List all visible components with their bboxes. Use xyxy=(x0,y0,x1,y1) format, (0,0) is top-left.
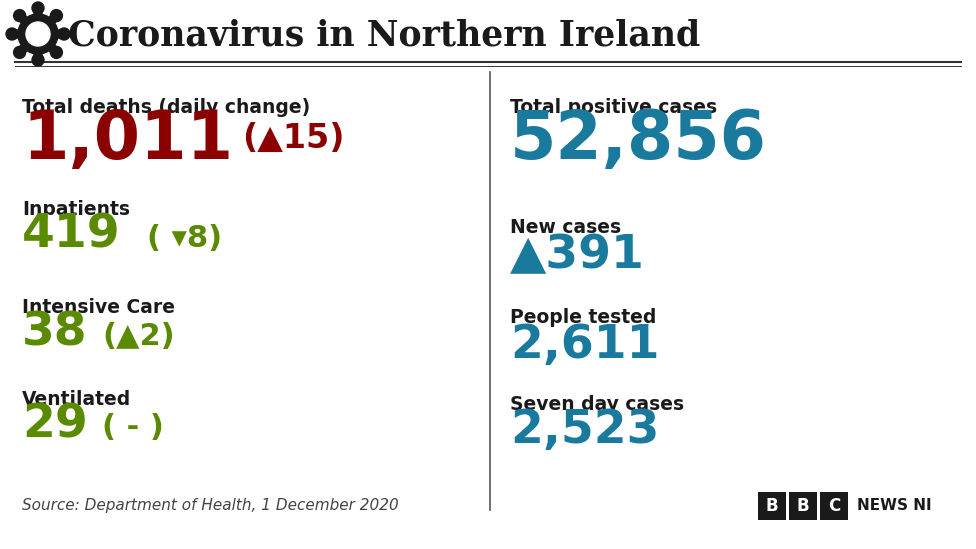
Text: 29: 29 xyxy=(22,403,88,448)
Circle shape xyxy=(34,9,42,17)
Circle shape xyxy=(20,15,27,23)
Circle shape xyxy=(20,45,27,53)
Text: Total deaths (daily change): Total deaths (daily change) xyxy=(22,98,310,117)
Text: People tested: People tested xyxy=(510,308,657,327)
Text: ▲391: ▲391 xyxy=(510,233,645,278)
Text: 419: 419 xyxy=(22,213,121,258)
Text: C: C xyxy=(828,497,840,515)
Text: Source: Department of Health, 1 December 2020: Source: Department of Health, 1 December… xyxy=(22,498,399,513)
Text: Inpatients: Inpatients xyxy=(22,200,130,219)
Circle shape xyxy=(14,46,25,58)
Circle shape xyxy=(13,30,21,38)
Text: (▲15): (▲15) xyxy=(242,122,345,155)
Circle shape xyxy=(14,10,25,21)
Circle shape xyxy=(26,22,50,46)
Text: Ventilated: Ventilated xyxy=(22,390,131,409)
Text: 52,856: 52,856 xyxy=(510,107,767,173)
Text: ( - ): ( - ) xyxy=(102,413,164,442)
Text: Intensive Care: Intensive Care xyxy=(22,298,175,317)
Circle shape xyxy=(18,14,58,54)
FancyBboxPatch shape xyxy=(820,492,848,520)
Circle shape xyxy=(58,28,70,40)
Text: 38: 38 xyxy=(22,311,88,356)
FancyBboxPatch shape xyxy=(789,492,817,520)
Circle shape xyxy=(32,54,44,66)
Circle shape xyxy=(55,30,63,38)
Text: 2,611: 2,611 xyxy=(510,323,660,368)
Circle shape xyxy=(34,51,42,59)
Text: Coronavirus in Northern Ireland: Coronavirus in Northern Ireland xyxy=(68,18,701,52)
Text: B: B xyxy=(766,497,778,515)
Text: ( ▾8): ( ▾8) xyxy=(147,224,223,253)
Text: B: B xyxy=(796,497,809,515)
Text: Seven day cases: Seven day cases xyxy=(510,395,684,414)
Text: New cases: New cases xyxy=(510,218,621,237)
Circle shape xyxy=(51,46,62,58)
Text: (▲2): (▲2) xyxy=(102,322,175,351)
Text: 1,011: 1,011 xyxy=(22,107,233,173)
Circle shape xyxy=(49,45,57,53)
Circle shape xyxy=(49,15,57,23)
FancyBboxPatch shape xyxy=(758,492,786,520)
Circle shape xyxy=(32,2,44,14)
Text: NEWS NI: NEWS NI xyxy=(857,498,932,513)
Text: 2,523: 2,523 xyxy=(510,408,660,453)
Circle shape xyxy=(6,28,18,40)
Circle shape xyxy=(51,10,62,21)
Text: Total positive cases: Total positive cases xyxy=(510,98,717,117)
